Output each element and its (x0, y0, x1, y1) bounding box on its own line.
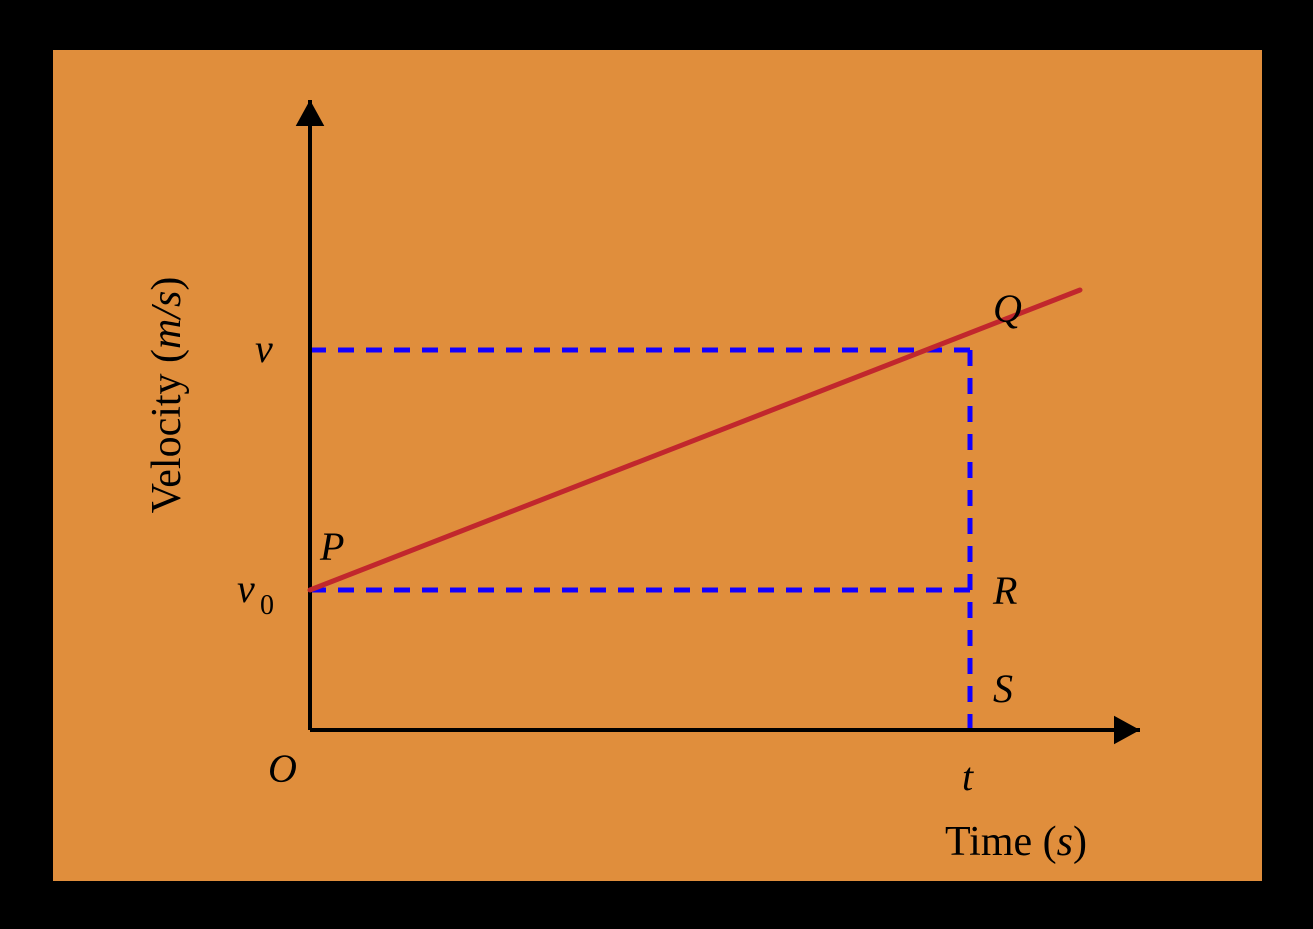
panel-rect (52, 49, 1263, 882)
label-P: P (319, 524, 344, 569)
label-S: S (993, 666, 1013, 711)
label-Q: Q (993, 286, 1022, 331)
figure-root: OtvPQRSv0Time (s)Velocity (m/s) (0, 0, 1313, 929)
label-O: O (268, 746, 297, 791)
chart-panel (52, 49, 1263, 882)
x-axis-label: Time (s) (945, 819, 1087, 865)
y-axis-label: Velocity (m/s) (144, 277, 190, 514)
label-v: v (255, 326, 273, 371)
label-v0-v: v (237, 566, 255, 611)
velocity-time-chart: OtvPQRSv0Time (s)Velocity (m/s) (0, 0, 1313, 929)
label-R: R (992, 568, 1017, 613)
label-t: t (962, 754, 974, 799)
label-v0-sub: 0 (260, 590, 274, 621)
